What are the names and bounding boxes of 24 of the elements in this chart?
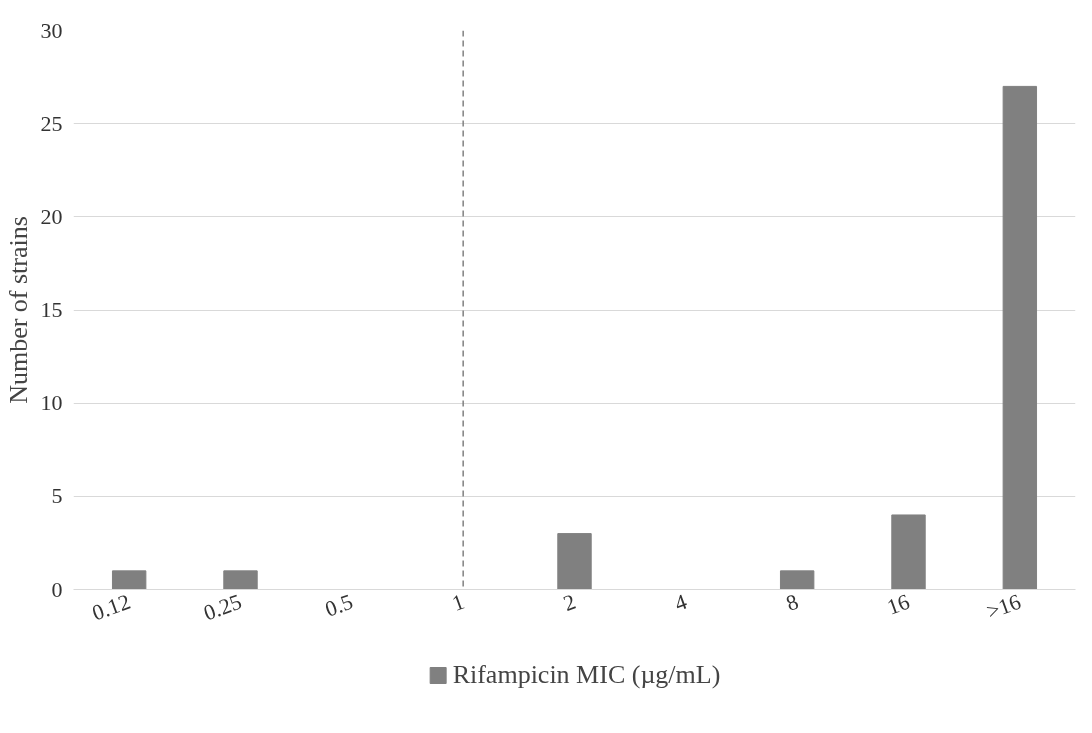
bar [891,514,926,590]
y-tick-label: 5 [51,483,63,509]
x-tick-label: 1 [448,588,468,617]
x-tick-label: >16 [983,588,1025,625]
x-tick-label: 0.12 [88,588,134,626]
y-axis-title: Number of strains [3,216,33,404]
x-tick-label: 0.25 [200,588,245,626]
x-tick-label: 0.5 [321,588,357,622]
y-tick-label: 0 [51,576,63,602]
y-tick-label: 30 [40,17,63,43]
bar [779,570,815,590]
bar [1002,85,1038,590]
x-tick-label: 2 [559,588,579,617]
x-tick-label: 4 [671,588,691,617]
y-tick-label: 10 [40,390,63,416]
x-tick-label: 16 [883,588,913,620]
y-tick-label: 15 [40,297,63,322]
x-tick-label: 8 [782,588,802,617]
y-tick-label: 20 [40,203,63,229]
bar [557,533,592,590]
bar [223,570,258,590]
bar [111,570,147,590]
y-tick-label: 25 [40,110,63,136]
legend-label: Rifampicin MIC (µg/mL) [452,660,721,690]
